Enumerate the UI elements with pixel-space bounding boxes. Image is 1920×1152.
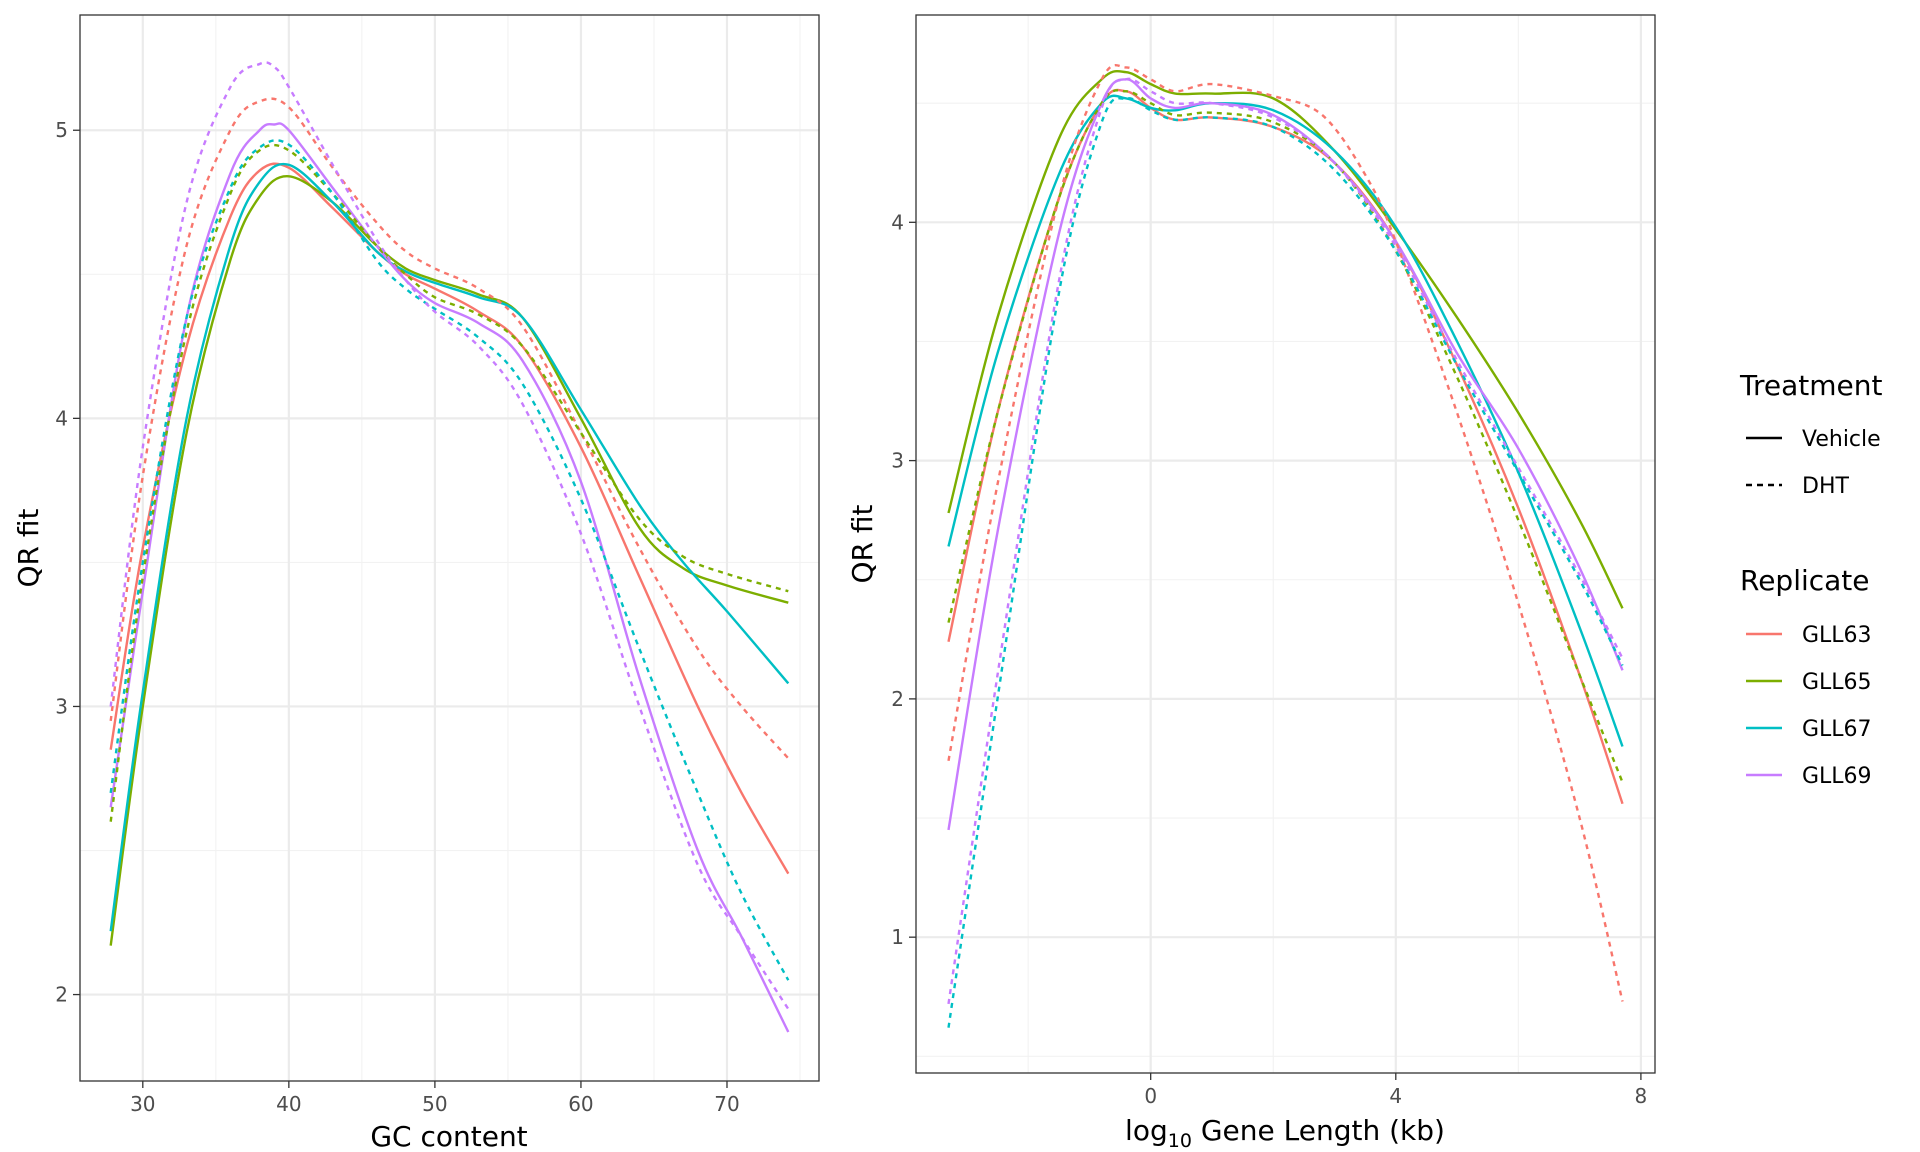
legend-gll67-label: GLL67 (1802, 717, 1872, 742)
left-line-gll67-vehicle (109, 162, 790, 932)
y-tick-label: 4 (55, 406, 68, 430)
y-tick-label: 3 (55, 694, 68, 718)
right-grid (916, 15, 1655, 1073)
x-tick-label: 40 (276, 1092, 301, 1116)
left-x-axis-title: GC content (370, 1120, 527, 1152)
legend-dht-label: DHT (1802, 474, 1849, 499)
left-line-gll65-dht (109, 143, 789, 822)
right-line-gll65-dht (947, 89, 1624, 783)
y-tick-label: 4 (891, 210, 904, 234)
x-tick-label: 60 (568, 1092, 593, 1116)
x-tick-label: 70 (714, 1092, 739, 1116)
legend-gll65-label: GLL65 (1802, 670, 1872, 695)
right-line-gll69-dht (947, 77, 1624, 1005)
left-ticks: 30 40 50 60 70 2 3 4 5 (55, 118, 739, 1116)
x-tick-label: 50 (422, 1092, 447, 1116)
x-tick-label: 30 (130, 1092, 155, 1116)
legend-replicate-title: Replicate (1740, 564, 1870, 597)
legend-vehicle-label: Vehicle (1802, 427, 1881, 452)
x-tick-label: 4 (1389, 1084, 1402, 1108)
y-tick-label: 2 (55, 983, 68, 1007)
right-y-axis-title: QR fit (846, 504, 879, 583)
right-series-lines (947, 63, 1624, 1028)
legend-treatment-title: Treatment (1739, 369, 1882, 402)
right-line-gll63-dht (947, 63, 1624, 1002)
y-tick-label: 1 (891, 925, 904, 949)
y-tick-label: 5 (55, 118, 68, 142)
y-tick-label: 2 (891, 687, 904, 711)
legend-gll69-label: GLL69 (1802, 764, 1872, 789)
x-tick-label: 0 (1144, 1084, 1157, 1108)
legend: Treatment Vehicle DHT Replicate GLL63 GL… (1739, 369, 1882, 789)
left-line-gll67-dht (109, 139, 790, 981)
right-panel-border (915, 14, 1656, 1074)
y-tick-label: 3 (891, 449, 904, 473)
x-tick-label: 8 (1635, 1084, 1648, 1108)
right-line-gll67-dht (947, 96, 1624, 1028)
legend-gll63-label: GLL63 (1802, 623, 1872, 648)
right-x-axis-title: log10 Gene Length (kb) (1125, 1114, 1445, 1152)
left-y-axis-title: QR fit (12, 508, 45, 587)
left-grid (80, 15, 819, 1081)
left-panel-border (79, 14, 820, 1082)
left-series-lines (109, 61, 790, 1033)
right-line-gll65-vehicle (947, 69, 1624, 609)
left-plot: 30 40 50 60 70 2 3 4 5 GC content QR fit (12, 14, 820, 1152)
left-line-gll63-dht (109, 97, 790, 760)
left-line-gll69-dht (109, 61, 790, 1010)
